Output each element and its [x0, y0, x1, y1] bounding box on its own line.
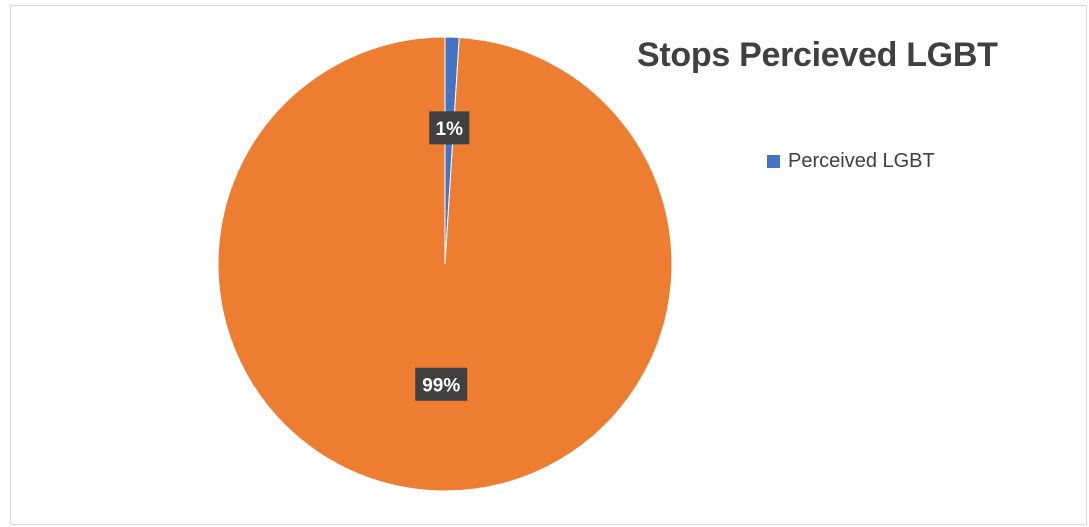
pie-slices [217, 36, 673, 492]
legend-label-perceived-lgbt: Perceived LGBT [788, 150, 935, 172]
data-label-text: 99% [422, 375, 460, 396]
data-label-box [429, 111, 470, 145]
data-label-other: 99% [415, 367, 468, 401]
data-label-box [415, 367, 468, 401]
pie-data-labels: 1% 99% [415, 111, 470, 401]
chart-title: Stops Percieved LGBT [637, 36, 998, 74]
legend-swatch-perceived-lgbt [767, 155, 780, 168]
pie-slice-other [217, 36, 673, 492]
data-label-text: 1% [436, 119, 464, 140]
data-label-perceived-lgbt: 1% [429, 111, 470, 145]
chart-legend: Perceived LGBT [767, 150, 935, 173]
